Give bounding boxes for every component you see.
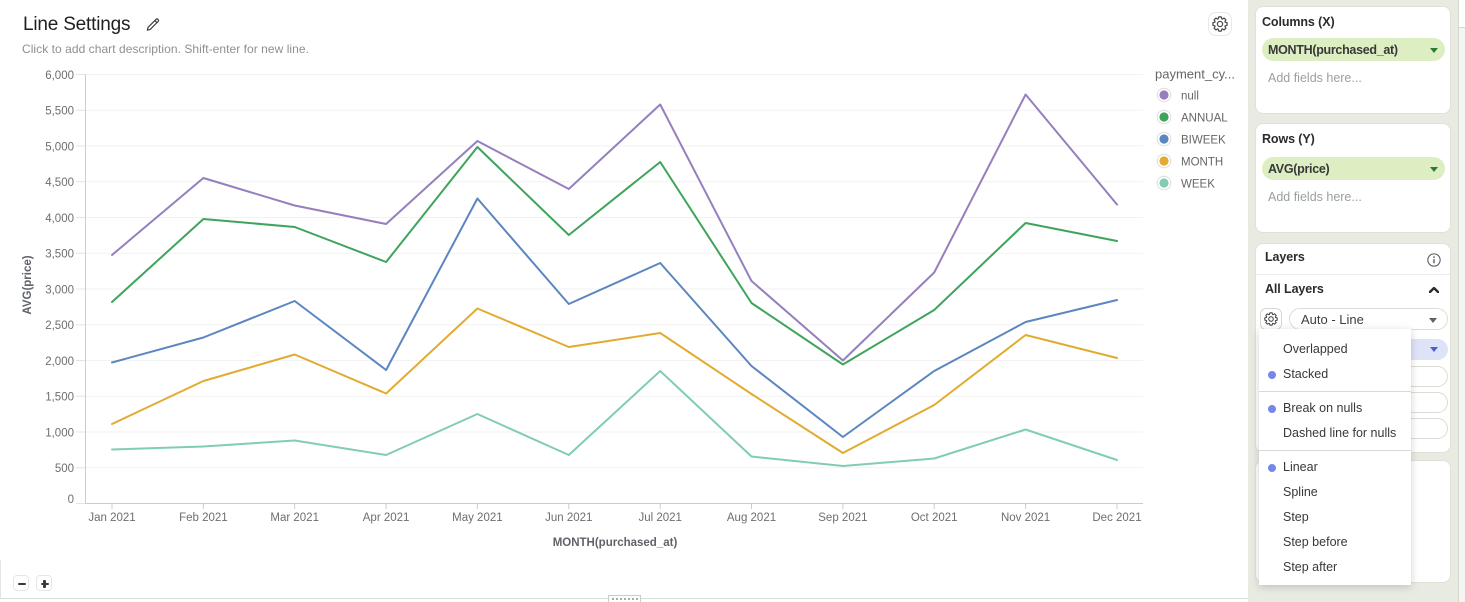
svg-text:2,000: 2,000 <box>45 356 74 368</box>
svg-text:Aug 2021: Aug 2021 <box>727 512 776 524</box>
svg-text:6,000: 6,000 <box>45 70 74 82</box>
svg-text:Feb 2021: Feb 2021 <box>179 512 228 524</box>
svg-text:4,000: 4,000 <box>45 213 74 225</box>
svg-text:Dec 2021: Dec 2021 <box>1092 512 1141 524</box>
svg-text:payment_cy...: payment_cy... <box>1155 67 1235 82</box>
svg-text:500: 500 <box>55 463 74 475</box>
svg-text:Jul 2021: Jul 2021 <box>638 512 681 524</box>
svg-text:1,000: 1,000 <box>45 427 74 439</box>
svg-text:1,500: 1,500 <box>45 392 74 404</box>
svg-text:null: null <box>1181 91 1199 103</box>
svg-text:AVG(price): AVG(price) <box>22 255 34 314</box>
svg-text:MONTH(purchased_at): MONTH(purchased_at) <box>553 537 678 549</box>
svg-text:3,500: 3,500 <box>45 249 74 261</box>
svg-text:Apr 2021: Apr 2021 <box>363 512 410 524</box>
svg-text:5,500: 5,500 <box>45 106 74 118</box>
svg-text:Jun 2021: Jun 2021 <box>545 512 592 524</box>
svg-text:2,500: 2,500 <box>45 320 74 332</box>
svg-text:5,000: 5,000 <box>45 141 74 153</box>
svg-text:Sep 2021: Sep 2021 <box>818 512 867 524</box>
svg-text:4,500: 4,500 <box>45 177 74 189</box>
svg-text:Oct 2021: Oct 2021 <box>911 512 958 524</box>
svg-text:3,000: 3,000 <box>45 284 74 296</box>
svg-text:MONTH: MONTH <box>1181 157 1223 169</box>
svg-text:Nov 2021: Nov 2021 <box>1001 512 1050 524</box>
svg-text:Mar 2021: Mar 2021 <box>270 512 319 524</box>
svg-text:BIWEEK: BIWEEK <box>1181 135 1226 147</box>
svg-text:May 2021: May 2021 <box>452 512 503 524</box>
svg-text:WEEK: WEEK <box>1181 179 1215 191</box>
svg-text:Jan 2021: Jan 2021 <box>88 512 135 524</box>
svg-text:ANNUAL: ANNUAL <box>1181 113 1228 125</box>
svg-text:0: 0 <box>68 494 74 506</box>
